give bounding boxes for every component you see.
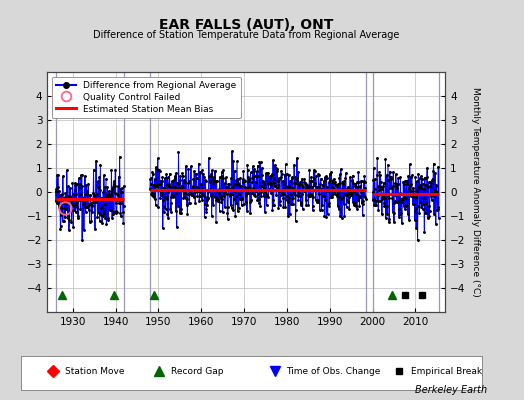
Text: Berkeley Earth: Berkeley Earth: [415, 385, 487, 395]
Text: Time of Obs. Change: Time of Obs. Change: [286, 367, 380, 376]
Y-axis label: Monthly Temperature Anomaly Difference (°C): Monthly Temperature Anomaly Difference (…: [471, 87, 479, 297]
Text: Station Move: Station Move: [65, 367, 124, 376]
Legend: Difference from Regional Average, Quality Control Failed, Estimated Station Mean: Difference from Regional Average, Qualit…: [52, 76, 241, 118]
Text: Record Gap: Record Gap: [171, 367, 223, 376]
Text: Difference of Station Temperature Data from Regional Average: Difference of Station Temperature Data f…: [93, 30, 399, 40]
Text: Empirical Break: Empirical Break: [411, 367, 482, 376]
Text: EAR FALLS (AUT), ONT: EAR FALLS (AUT), ONT: [159, 18, 333, 32]
